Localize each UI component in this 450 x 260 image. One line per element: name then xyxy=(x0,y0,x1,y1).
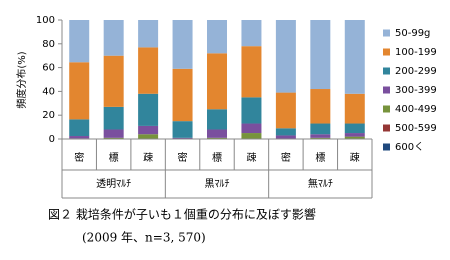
group-label: 透明ﾏﾙﾁ xyxy=(96,178,131,190)
x-tick-label: 密 xyxy=(281,151,291,164)
y-axis-label: 頻度分布(%) xyxy=(15,51,28,108)
bar-segment xyxy=(103,137,124,139)
bar-segment xyxy=(69,136,90,139)
bar-segment xyxy=(275,92,296,129)
bar-segment xyxy=(172,20,193,69)
legend-label: 400-499 xyxy=(395,104,437,115)
bar-segment xyxy=(103,106,124,130)
bar-segment xyxy=(310,20,331,90)
bar-segment xyxy=(241,46,262,98)
chart-title: 図２ 栽培条件が子いも１個重の分布に及ぼす影響 xyxy=(48,207,316,222)
bar-segment xyxy=(69,119,90,137)
group-label: 黒ﾏﾙﾁ xyxy=(205,178,230,190)
y-tick-label: 80 xyxy=(42,39,55,50)
legend-swatch xyxy=(383,105,390,113)
legend-swatch xyxy=(383,67,390,75)
bar-segment xyxy=(344,133,365,137)
bar-segment xyxy=(310,137,331,139)
bar-segment xyxy=(310,123,331,135)
bar-segment xyxy=(241,20,262,47)
bar-segment xyxy=(344,136,365,139)
bar-segment xyxy=(275,135,296,139)
x-tick-label: 標 xyxy=(212,151,222,164)
bar-segment xyxy=(172,121,193,138)
bar-segment xyxy=(344,20,365,94)
x-tick-label: 密 xyxy=(178,151,188,164)
bar-segment xyxy=(138,93,159,126)
legend-swatch xyxy=(383,29,390,37)
bar-segment xyxy=(138,125,159,135)
bar-segment xyxy=(275,20,296,93)
legend-swatch xyxy=(383,124,390,132)
chart-subtitle: (2009 年、n=3, 570) xyxy=(82,231,206,245)
bar-segment xyxy=(138,20,159,48)
y-tick-label: 60 xyxy=(42,63,55,74)
bar-segment xyxy=(275,128,296,136)
bar-segment xyxy=(310,134,331,138)
legend-label: 500-599 xyxy=(395,123,437,134)
bar-segment xyxy=(241,97,262,124)
bar-segment xyxy=(103,129,124,138)
bar-segment xyxy=(207,129,227,138)
bar-segment xyxy=(310,89,331,124)
y-tick-label: 0 xyxy=(49,134,55,145)
group-label: 無ﾏﾙﾁ xyxy=(308,177,333,190)
legend-label: 100-199 xyxy=(395,47,437,58)
bar-segment xyxy=(172,137,193,139)
bar-segment xyxy=(207,137,227,139)
bar-segment xyxy=(103,20,124,56)
legend-label: 600く xyxy=(395,142,424,153)
bar-segment xyxy=(138,47,159,94)
y-tick-label: 40 xyxy=(42,86,55,97)
bar-segment xyxy=(69,62,90,120)
bar-segment xyxy=(69,20,90,63)
x-tick-label: 疎 xyxy=(350,152,360,164)
bar-segment xyxy=(241,123,262,134)
legend-label: 50-99g xyxy=(395,28,430,39)
x-tick-label: 疎 xyxy=(246,152,256,164)
bar-segment xyxy=(344,93,365,124)
bar-segment xyxy=(207,20,227,54)
legend-label: 300-399 xyxy=(395,85,437,96)
legend-swatch xyxy=(383,48,390,56)
y-tick-label: 20 xyxy=(42,110,55,121)
x-tick-label: 標 xyxy=(109,151,119,164)
x-tick-label: 密 xyxy=(74,151,84,164)
bar-segment xyxy=(172,68,193,122)
bar-segment xyxy=(241,133,262,139)
legend-label: 200-299 xyxy=(395,66,437,77)
legend-swatch xyxy=(383,86,390,94)
x-tick-label: 疎 xyxy=(143,152,153,164)
bar-segment xyxy=(207,53,227,110)
bar-segment xyxy=(344,123,365,134)
y-tick-label: 100 xyxy=(36,15,55,26)
legend-swatch xyxy=(383,143,390,151)
x-tick-label: 標 xyxy=(315,151,325,164)
bar-segment xyxy=(207,109,227,130)
bar-segment xyxy=(103,55,124,107)
bar-segment xyxy=(138,134,159,139)
